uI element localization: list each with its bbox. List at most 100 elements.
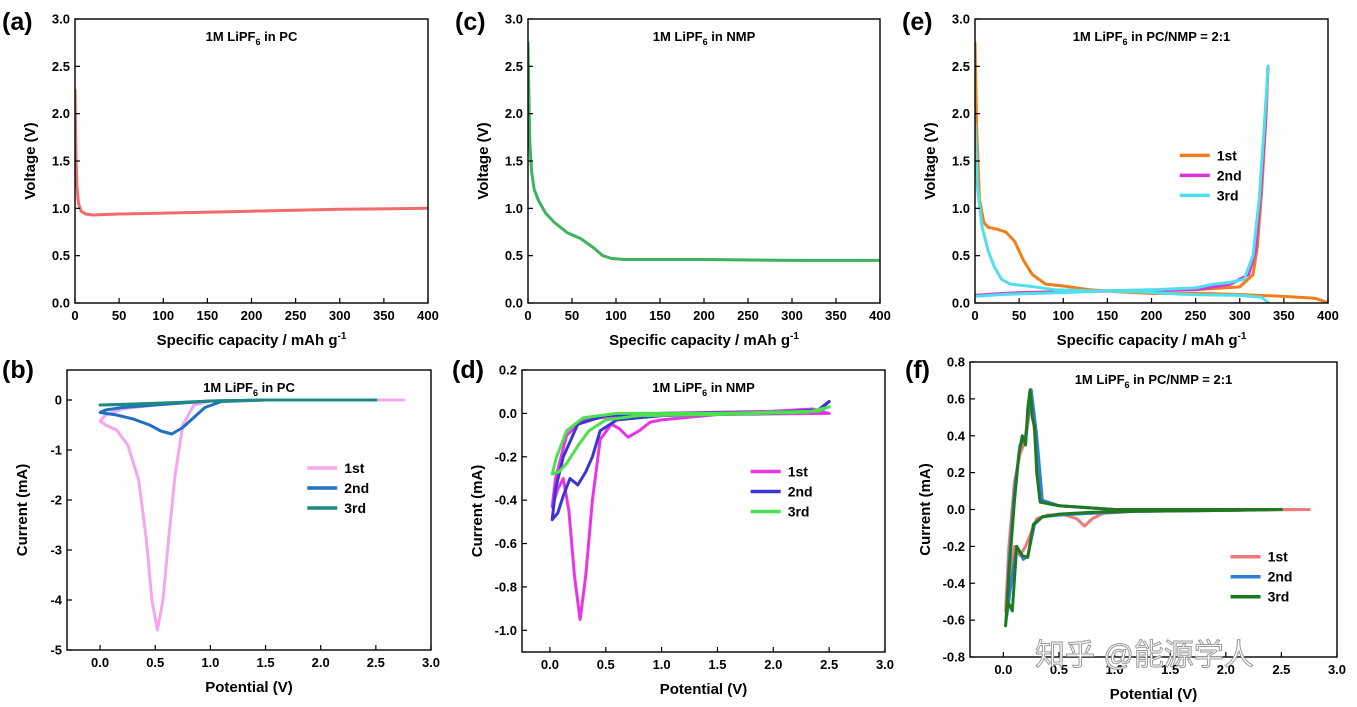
x-tick-label: 100 bbox=[605, 308, 627, 323]
x-tick-label: 0.5 bbox=[146, 655, 164, 670]
y-tick-label: 1.0 bbox=[505, 201, 523, 216]
legend-label: 3rd bbox=[1217, 187, 1239, 203]
x-tick-label: 0.5 bbox=[597, 657, 615, 672]
panel-title: 1M LiPF6 in NMP bbox=[652, 380, 755, 398]
y-tick-label: -1.0 bbox=[495, 623, 517, 638]
y-tick-label: -3 bbox=[50, 543, 62, 558]
x-tick-label: 50 bbox=[1012, 308, 1026, 323]
legend-label: 2nd bbox=[788, 484, 813, 500]
series-group bbox=[975, 41, 1328, 303]
legend-label: 2nd bbox=[1217, 167, 1242, 183]
y-tick-label: 0.2 bbox=[947, 465, 965, 480]
series-line-1st bbox=[975, 41, 1328, 303]
x-tick-label: 0.5 bbox=[1050, 662, 1068, 677]
plot-frame bbox=[66, 369, 432, 651]
panel-title-sub: 6 bbox=[253, 388, 258, 398]
panel-b: 0.0 0.5 1.0 1.5 2.0 2.5 3.0 -5 -4 -3 -2 -1 0 Potentia… bbox=[2, 356, 440, 696]
x-tick-label: 1.5 bbox=[708, 657, 726, 672]
legend-label: 3rd bbox=[344, 500, 366, 516]
y-tick-label: -0.8 bbox=[495, 579, 517, 594]
y-tick-label: -0.6 bbox=[943, 613, 965, 628]
panel-label: (b) bbox=[2, 356, 34, 384]
y-tick-label: -4 bbox=[50, 593, 62, 608]
x-axis-label-sup: -1 bbox=[1238, 331, 1247, 342]
series-line-3rd-charge bbox=[975, 64, 1270, 298]
x-axis-label: Specific capacity / mAh g-1 bbox=[1057, 331, 1247, 349]
x-tick-label: 150 bbox=[649, 308, 671, 323]
y-tick-label: -0.4 bbox=[495, 493, 518, 508]
x-tick-label: 0 bbox=[524, 308, 531, 323]
x-tick-label: 0 bbox=[71, 308, 78, 323]
panel-title-sub: 6 bbox=[255, 37, 260, 47]
x-tick-label: 0 bbox=[971, 308, 978, 323]
x-tick-label: 200 bbox=[241, 308, 263, 323]
y-tick-label: 0.5 bbox=[952, 248, 970, 263]
y-tick-label: 1.0 bbox=[52, 201, 70, 216]
series-group bbox=[528, 41, 880, 262]
x-tick-label: 400 bbox=[1317, 308, 1339, 323]
x-tick-label: 1.5 bbox=[257, 655, 275, 670]
plot-frame bbox=[74, 18, 429, 304]
panel-title-rest: in NMP bbox=[707, 380, 755, 395]
plot-frame bbox=[974, 18, 1329, 304]
x-axis-label-sup: -1 bbox=[338, 331, 347, 342]
y-tick-label: 0.0 bbox=[505, 296, 523, 311]
y-axis-label: Voltage (V) bbox=[922, 122, 939, 199]
y-tick-label: -0.6 bbox=[495, 536, 517, 551]
series-line-2nd bbox=[550, 400, 831, 522]
x-tick-label: 3.0 bbox=[1328, 662, 1346, 677]
legend-label: 3rd bbox=[1268, 589, 1290, 605]
x-tick-label: 3.0 bbox=[876, 657, 894, 672]
y-tick-label: 0.5 bbox=[52, 248, 70, 263]
panel-title-main: 1M LiPF bbox=[653, 29, 703, 44]
y-tick-label: -0.2 bbox=[943, 539, 965, 554]
panel-label: (f) bbox=[905, 356, 930, 384]
y-tick-label: 0.6 bbox=[947, 391, 965, 406]
y-tick-label: 0.5 bbox=[505, 248, 523, 263]
x-tick-label: 100 bbox=[152, 308, 174, 323]
panel-title-rest: in PC bbox=[261, 29, 298, 44]
panel-title: 1M LiPF6 in PC bbox=[206, 29, 298, 47]
y-tick-label: 2.0 bbox=[952, 106, 970, 121]
x-axis-label: Specific capacity / mAh g-1 bbox=[609, 331, 799, 349]
panel-d: 0.0 0.5 1.0 1.5 2.0 2.5 3.0 -1.0 -0.8 -0.6 -0.4 -0.… bbox=[452, 356, 894, 698]
y-tick-label: 3.0 bbox=[952, 12, 970, 27]
x-axis-label: Potential (V) bbox=[1110, 686, 1198, 703]
panel-title: 1M LiPF6 in PC bbox=[203, 380, 295, 398]
x-tick-label: 0.0 bbox=[994, 662, 1012, 677]
y-tick-label: 0 bbox=[55, 393, 62, 408]
y-tick-label: 2.5 bbox=[952, 59, 970, 74]
x-tick-label: 150 bbox=[1097, 308, 1119, 323]
panel-title-rest: in PC bbox=[258, 380, 295, 395]
y-tick-label: -1 bbox=[50, 443, 62, 458]
legend: 1st 2nd 3rd bbox=[307, 460, 369, 516]
y-tick-label: 1.0 bbox=[952, 201, 970, 216]
y-tick-label: 1.5 bbox=[52, 154, 70, 169]
x-axis-label: Potential (V) bbox=[205, 679, 293, 696]
x-axis-label: Potential (V) bbox=[660, 681, 748, 698]
x-axis-label: Specific capacity / mAh g-1 bbox=[157, 331, 347, 349]
series-line-3rd bbox=[1004, 388, 1283, 628]
watermark: 知乎 @能源学人 bbox=[1035, 639, 1254, 672]
legend-label: 2nd bbox=[344, 480, 369, 496]
x-tick-label: 300 bbox=[329, 308, 351, 323]
series-group bbox=[550, 400, 831, 621]
y-tick-label: -0.4 bbox=[943, 576, 966, 591]
y-tick-label: 0.0 bbox=[947, 502, 965, 517]
y-tick-label: 2.0 bbox=[52, 106, 70, 121]
y-tick-label: -5 bbox=[50, 643, 62, 658]
panel-title: 1M LiPF6 in PC/NMP = 2:1 bbox=[1075, 372, 1233, 390]
y-tick-label: 0.0 bbox=[52, 296, 70, 311]
panel-title-main: 1M LiPF bbox=[1075, 372, 1125, 387]
x-tick-label: 1.0 bbox=[201, 655, 219, 670]
panel-title-sub: 6 bbox=[703, 37, 708, 47]
legend: 1st 2nd 3rd bbox=[750, 464, 813, 520]
y-tick-label: -2 bbox=[50, 493, 62, 508]
panel-title-sub: 6 bbox=[1125, 380, 1130, 390]
legend-label: 2nd bbox=[1268, 569, 1293, 585]
y-axis-label: Current (mA) bbox=[917, 463, 934, 556]
series-line-series-0 bbox=[528, 41, 880, 262]
y-axis-label: Current (mA) bbox=[469, 465, 486, 558]
series-line-series-0 bbox=[75, 88, 428, 217]
